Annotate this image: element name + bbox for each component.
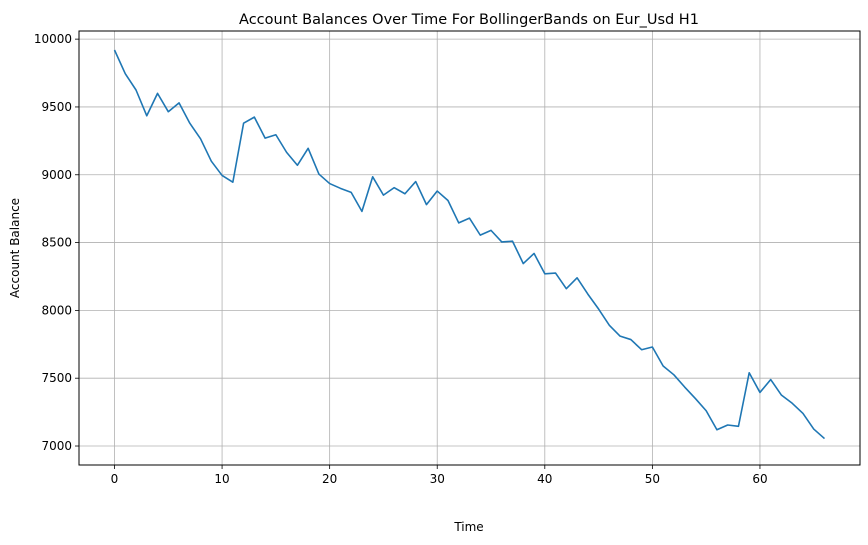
x-tick-label: 0 (111, 472, 119, 486)
x-tick-label: 30 (430, 472, 445, 486)
y-tick-label: 8500 (41, 236, 72, 250)
chart-title: Account Balances Over Time For Bollinger… (239, 12, 699, 28)
y-tick-label: 7000 (41, 439, 72, 453)
axis-ticks: 0 10 20 30 40 50 60 7000 7500 8000 8500 9000 9500 100… (34, 32, 768, 486)
series-layer (113, 49, 826, 440)
plot-area-frame (78, 30, 861, 466)
y-tick-label: 10000 (34, 32, 72, 46)
x-tick-label: 40 (537, 472, 552, 486)
x-tick-label: 10 (214, 472, 229, 486)
y-tick-label: 7500 (41, 371, 72, 385)
x-tick-label: 60 (752, 472, 767, 486)
y-tick-label: 9000 (41, 168, 72, 182)
x-tick-label: 50 (645, 472, 660, 486)
x-axis-label: Time (453, 520, 483, 534)
series-line (113, 49, 826, 440)
y-axis-label: Account Balance (8, 198, 22, 298)
y-tick-label: 9500 (41, 100, 72, 114)
grid-lines (79, 31, 860, 465)
y-tick-label: 8000 (41, 303, 72, 317)
x-tick-label: 20 (322, 472, 337, 486)
